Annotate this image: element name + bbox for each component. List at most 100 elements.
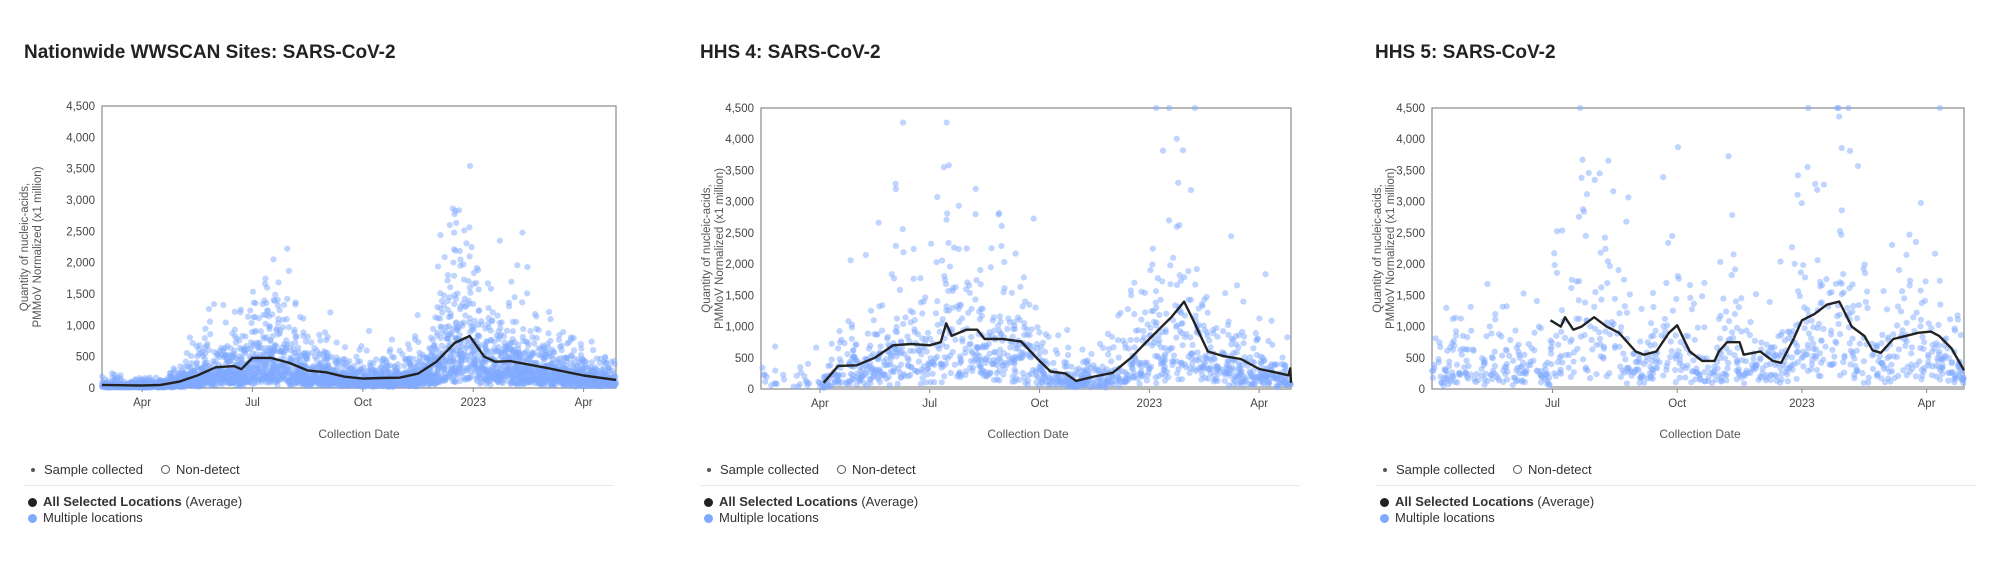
data-point xyxy=(1167,262,1174,269)
data-point xyxy=(468,244,475,251)
data-point xyxy=(249,350,257,357)
data-point xyxy=(911,328,918,335)
data-point xyxy=(189,340,196,347)
data-point xyxy=(1211,356,1218,363)
data-point xyxy=(974,344,981,352)
data-point xyxy=(968,333,975,341)
data-point xyxy=(1150,318,1158,325)
data-point xyxy=(316,352,323,359)
data-point xyxy=(260,375,267,383)
y-tick-label: 0 xyxy=(1419,384,1425,396)
data-point xyxy=(568,336,575,343)
data-point xyxy=(1039,339,1047,346)
data-point xyxy=(467,362,474,369)
data-point xyxy=(1058,379,1065,387)
data-point xyxy=(1170,254,1177,261)
data-point xyxy=(836,328,843,335)
data-point xyxy=(760,372,768,379)
data-point xyxy=(930,360,937,367)
data-point xyxy=(876,379,884,386)
data-point xyxy=(462,312,469,319)
data-point xyxy=(1127,287,1134,294)
data-point xyxy=(416,354,423,361)
data-point xyxy=(1173,334,1180,341)
data-point xyxy=(405,341,412,348)
data-point xyxy=(496,237,503,244)
data-point xyxy=(1006,356,1013,364)
data-point xyxy=(1052,381,1059,388)
data-point xyxy=(248,319,255,327)
data-point xyxy=(848,335,855,343)
data-point xyxy=(473,365,480,372)
data-point xyxy=(1147,267,1154,274)
data-point xyxy=(1272,375,1279,382)
data-point xyxy=(256,339,263,346)
data-point xyxy=(917,299,924,306)
data-point xyxy=(249,288,257,295)
data-point xyxy=(250,299,257,306)
x-tick-label: Oct xyxy=(1031,398,1050,410)
data-point xyxy=(446,222,453,229)
data-point xyxy=(498,319,505,326)
data-point xyxy=(1033,369,1040,376)
data-point xyxy=(545,330,552,337)
data-point xyxy=(1193,265,1200,273)
data-point xyxy=(1225,331,1232,338)
data-point xyxy=(910,245,917,253)
data-point xyxy=(997,318,1004,325)
data-point xyxy=(1112,378,1120,385)
data-point xyxy=(825,362,832,370)
data-point xyxy=(920,363,928,370)
data-point xyxy=(997,330,1004,337)
data-point xyxy=(845,318,852,325)
data-point xyxy=(590,346,597,354)
data-point xyxy=(372,356,380,363)
data-point xyxy=(1716,335,1724,342)
y-tick-label: 3,500 xyxy=(66,164,95,176)
data-point xyxy=(1140,327,1147,335)
data-point xyxy=(437,315,444,322)
data-point xyxy=(932,310,940,317)
data-point xyxy=(478,318,485,325)
data-point xyxy=(201,360,209,367)
data-point xyxy=(317,374,324,381)
data-point xyxy=(837,339,844,346)
data-point xyxy=(470,280,477,288)
data-point xyxy=(487,285,494,292)
data-point xyxy=(969,349,976,357)
data-point xyxy=(945,239,952,247)
data-point xyxy=(853,373,860,381)
data-point xyxy=(175,373,182,380)
data-point xyxy=(1138,363,1145,371)
data-point xyxy=(875,219,882,226)
data-point xyxy=(177,363,184,370)
data-point xyxy=(520,325,527,333)
data-point xyxy=(1064,352,1072,359)
data-point xyxy=(201,344,209,351)
data-point xyxy=(457,262,464,269)
data-point xyxy=(940,362,947,370)
y-tick-label: 1,000 xyxy=(725,322,754,334)
data-point xyxy=(1260,357,1267,364)
data-point xyxy=(491,375,498,382)
data-point xyxy=(1663,279,1670,287)
data-point xyxy=(941,373,948,380)
data-point xyxy=(1084,357,1091,364)
data-point xyxy=(563,380,570,388)
data-point xyxy=(1812,180,1819,188)
data-point xyxy=(946,263,954,270)
data-point xyxy=(1196,364,1203,372)
data-point xyxy=(1172,302,1179,309)
data-point xyxy=(1030,215,1037,222)
data-point xyxy=(467,289,474,296)
data-point xyxy=(167,369,174,377)
data-point xyxy=(985,340,992,347)
data-point xyxy=(1259,370,1266,377)
y-tick-label: 1,000 xyxy=(1396,322,1425,334)
data-point xyxy=(547,337,554,344)
data-point xyxy=(893,315,900,322)
data-point xyxy=(388,336,396,343)
data-point xyxy=(803,379,810,386)
data-point xyxy=(207,378,214,385)
data-point xyxy=(451,300,458,308)
